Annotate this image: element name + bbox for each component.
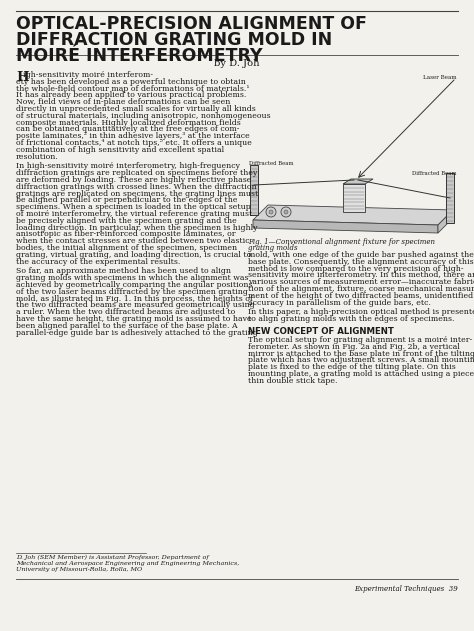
Text: grating molds with specimens in which the alignment was: grating molds with specimens in which th…	[16, 274, 248, 282]
Text: been aligned parallel to the surface of the base plate. A: been aligned parallel to the surface of …	[16, 322, 237, 330]
Text: plate is fixed to the edge of the tilting plate. On this: plate is fixed to the edge of the tiltin…	[248, 363, 456, 371]
Text: a ruler. When the two diffracted beams are adjusted to: a ruler. When the two diffracted beams a…	[16, 308, 235, 316]
Text: H: H	[16, 71, 28, 84]
Text: diffraction gratings are replicated on specimens before they: diffraction gratings are replicated on s…	[16, 169, 257, 177]
Text: plate which has two adjustment screws. A small mounting: plate which has two adjustment screws. A…	[248, 357, 474, 364]
Polygon shape	[253, 205, 453, 225]
Text: Diffracted Beam: Diffracted Beam	[249, 161, 293, 166]
Text: So far, an approximate method has been used to align: So far, an approximate method has been u…	[16, 268, 231, 275]
Text: NEW CONCEPT OF ALIGNMENT: NEW CONCEPT OF ALIGNMENT	[248, 327, 394, 336]
Text: of frictional contacts,⁴ at notch tips,⁵ etc. It offers a unique: of frictional contacts,⁴ at notch tips,⁵…	[16, 139, 252, 147]
Text: D. Joh (SEM Member) is Assistant Professor, Department of: D. Joh (SEM Member) is Assistant Profess…	[16, 555, 209, 560]
Text: accuracy in parallelism of the guide bars, etc.: accuracy in parallelism of the guide bar…	[248, 298, 431, 307]
Text: In this paper, a high-precision optical method is presented: In this paper, a high-precision optical …	[248, 309, 474, 316]
Text: MOIRÉ INTERFEROMETRY: MOIRÉ INTERFEROMETRY	[16, 47, 263, 65]
Text: tion of the alignment, fixture, coarse mechanical measure-: tion of the alignment, fixture, coarse m…	[248, 285, 474, 293]
Text: posite laminates,² in thin adhesive layers,³ at the interface: posite laminates,² in thin adhesive laye…	[16, 133, 250, 140]
Text: have the same height, the grating mold is assumed to have: have the same height, the grating mold i…	[16, 315, 252, 323]
Text: are deformed by loading. These are highly reflective phase: are deformed by loading. These are highl…	[16, 176, 251, 184]
Text: when the contact stresses are studied between two elastic: when the contact stresses are studied be…	[16, 237, 250, 245]
Circle shape	[269, 210, 273, 214]
Text: of structural materials, including anisotropic, nonhomogeneous: of structural materials, including aniso…	[16, 112, 271, 120]
Circle shape	[281, 207, 291, 217]
Text: Mechanical and Aerospace Engineering and Engineering Mechanics,: Mechanical and Aerospace Engineering and…	[16, 561, 239, 566]
Text: achieved by geometrically comparing the angular positions: achieved by geometrically comparing the …	[16, 281, 253, 289]
Polygon shape	[250, 165, 258, 215]
Text: to align grating molds with the edges of specimens.: to align grating molds with the edges of…	[248, 316, 455, 323]
Polygon shape	[438, 210, 453, 233]
Text: of moiré interferometry, the virtual reference grating must: of moiré interferometry, the virtual ref…	[16, 210, 252, 218]
Text: Diffracted Beam: Diffracted Beam	[412, 171, 457, 176]
Text: sensitivity moiré interferometry. In this method, there are: sensitivity moiré interferometry. In thi…	[248, 271, 474, 280]
Text: thin double stick tape.: thin double stick tape.	[248, 377, 337, 385]
Text: by D. Joh: by D. Joh	[214, 59, 260, 68]
Text: Laser Beam: Laser Beam	[423, 75, 457, 80]
Text: The optical setup for grating alignment is a moiré inter-: The optical setup for grating alignment …	[248, 336, 472, 344]
Text: of the two laser beams diffracted by the specimen grating: of the two laser beams diffracted by the…	[16, 288, 248, 296]
Text: DIFFRACTION GRATING MOLD IN: DIFFRACTION GRATING MOLD IN	[16, 31, 332, 49]
Polygon shape	[446, 173, 454, 223]
Text: directly in unprecedented small scales for virtually all kinds: directly in unprecedented small scales f…	[16, 105, 256, 113]
Text: base plate. Consequently, the alignment accuracy of this: base plate. Consequently, the alignment …	[248, 258, 474, 266]
Text: bodies, the initial alignment of the specimen, specimen: bodies, the initial alignment of the spe…	[16, 244, 237, 252]
Text: It has already been applied to various practical problems.: It has already been applied to various p…	[16, 91, 246, 100]
Text: Fig. 1—Conventional alignment fixture for specimen: Fig. 1—Conventional alignment fixture fo…	[248, 238, 435, 246]
Text: loading direction. In particular, when the specimen is highly: loading direction. In particular, when t…	[16, 223, 257, 232]
Text: composite materials. Highly localized deformation fields: composite materials. Highly localized de…	[16, 119, 241, 127]
Text: the two diffracted beams are measured geometrically using: the two diffracted beams are measured ge…	[16, 302, 255, 309]
Text: parallel-edge guide bar is adhesively attached to the grating: parallel-edge guide bar is adhesively at…	[16, 329, 258, 336]
Text: University of Missouri-Rolla, Rolla, MO: University of Missouri-Rolla, Rolla, MO	[16, 567, 142, 572]
Text: combination of high sensitivity and excellent spatial: combination of high sensitivity and exce…	[16, 146, 224, 154]
Text: OPTICAL-PRECISION ALIGNMENT OF: OPTICAL-PRECISION ALIGNMENT OF	[16, 15, 367, 33]
Text: mirror is attached to the base plate in front of the tilting: mirror is attached to the base plate in …	[248, 350, 474, 358]
Text: ety has been developed as a powerful technique to obtain: ety has been developed as a powerful tec…	[16, 78, 246, 86]
Text: Now, field views of in-plane deformations can be seen: Now, field views of in-plane deformation…	[16, 98, 230, 106]
Text: mounting plate, a grating mold is attached using a piece of: mounting plate, a grating mold is attach…	[248, 370, 474, 378]
Polygon shape	[253, 220, 438, 233]
Circle shape	[266, 207, 276, 217]
Text: method is low compared to the very precision of high-: method is low compared to the very preci…	[248, 264, 464, 273]
Text: gratings are replicated on specimens, the grating lines must: gratings are replicated on specimens, th…	[16, 189, 258, 198]
Text: anisotropic as fiber-reinforced composite laminates, or: anisotropic as fiber-reinforced composit…	[16, 230, 236, 239]
Text: the whole-field contour map of deformations of materials.¹: the whole-field contour map of deformati…	[16, 85, 249, 93]
Polygon shape	[343, 179, 373, 184]
Text: be precisely aligned with the specimen grating and the: be precisely aligned with the specimen g…	[16, 217, 237, 225]
Text: mold, with one edge of the guide bar pushed against the: mold, with one edge of the guide bar pus…	[248, 251, 474, 259]
Text: mold, as illustrated in Fig. 1. In this process, the heights of: mold, as illustrated in Fig. 1. In this …	[16, 295, 253, 303]
Text: ment of the height of two diffracted beams, unidentified: ment of the height of two diffracted bea…	[248, 292, 473, 300]
Polygon shape	[343, 184, 365, 212]
Text: grating molds: grating molds	[248, 244, 298, 252]
Circle shape	[284, 210, 288, 214]
Text: can be obtained quantitatively at the free edges of com-: can be obtained quantitatively at the fr…	[16, 126, 239, 133]
Text: igh-sensitivity moiré interferom-: igh-sensitivity moiré interferom-	[23, 71, 153, 79]
Text: grating, virtual grating, and loading direction, is crucial to: grating, virtual grating, and loading di…	[16, 251, 251, 259]
Text: various sources of measurement error—inaccurate fabrica-: various sources of measurement error—ina…	[248, 278, 474, 286]
Text: ferometer. As shown in Fig. 2a and Fig. 2b, a vertical: ferometer. As shown in Fig. 2a and Fig. …	[248, 343, 460, 351]
Text: diffraction gratings with crossed lines. When the diffraction: diffraction gratings with crossed lines.…	[16, 183, 256, 191]
Text: be aligned parallel or perpendicular to the edges of the: be aligned parallel or perpendicular to …	[16, 196, 237, 204]
Text: specimens. When a specimen is loaded in the optical setup: specimens. When a specimen is loaded in …	[16, 203, 251, 211]
Text: In high-sensitivity moiré interferometry, high-frequency: In high-sensitivity moiré interferometry…	[16, 162, 240, 170]
Text: resolution.: resolution.	[16, 153, 59, 161]
Text: Experimental Techniques  39: Experimental Techniques 39	[354, 585, 458, 593]
Text: the accuracy of the experimental results.: the accuracy of the experimental results…	[16, 257, 181, 266]
